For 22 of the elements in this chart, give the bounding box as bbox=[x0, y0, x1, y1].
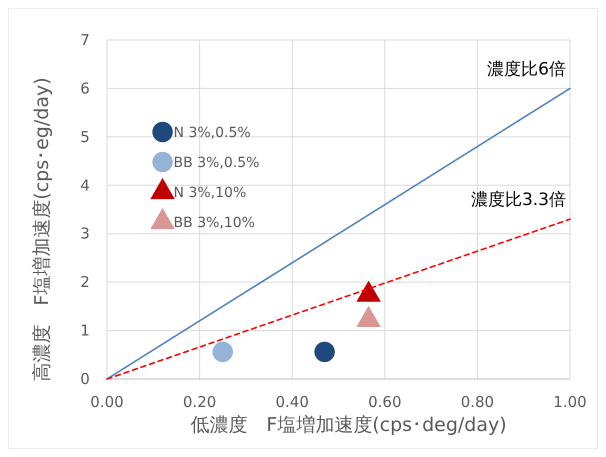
series-label: 濃度比6倍 bbox=[487, 59, 566, 80]
y-tick-label: 4 bbox=[80, 176, 90, 194]
y-axis-title: 高濃度 F塩増加速度(cps･eg/day) bbox=[31, 77, 53, 382]
y-tick-label: 2 bbox=[80, 273, 90, 292]
y-tick-label: 7 bbox=[80, 31, 90, 49]
x-tick-label: 0.20 bbox=[182, 393, 216, 411]
x-tick-label: 0.00 bbox=[90, 393, 124, 411]
y-tick-label: 0 bbox=[80, 370, 90, 388]
y-tick-label: 3 bbox=[80, 224, 90, 243]
y-tick-label: 6 bbox=[80, 79, 90, 98]
series-label: 濃度比3.3倍 bbox=[470, 190, 566, 210]
legend-label: BB 3%,0.5% bbox=[174, 155, 260, 172]
x-tick-label: 0.80 bbox=[460, 393, 494, 411]
legend-label: N 3%,10% bbox=[174, 185, 246, 202]
x-tick-label: 0.40 bbox=[275, 393, 309, 411]
x-axis-title: 低濃度 F塩増加速度(cps･deg/day) bbox=[190, 414, 507, 436]
y-tick-label: 1 bbox=[80, 322, 90, 340]
y-tick-label: 5 bbox=[80, 128, 90, 146]
legend-label: BB 3%,10% bbox=[174, 215, 255, 232]
x-tick-label: 0.60 bbox=[368, 393, 402, 411]
x-tick-label: 1.00 bbox=[553, 393, 587, 411]
legend-label: N 3%,0.5% bbox=[174, 125, 251, 142]
